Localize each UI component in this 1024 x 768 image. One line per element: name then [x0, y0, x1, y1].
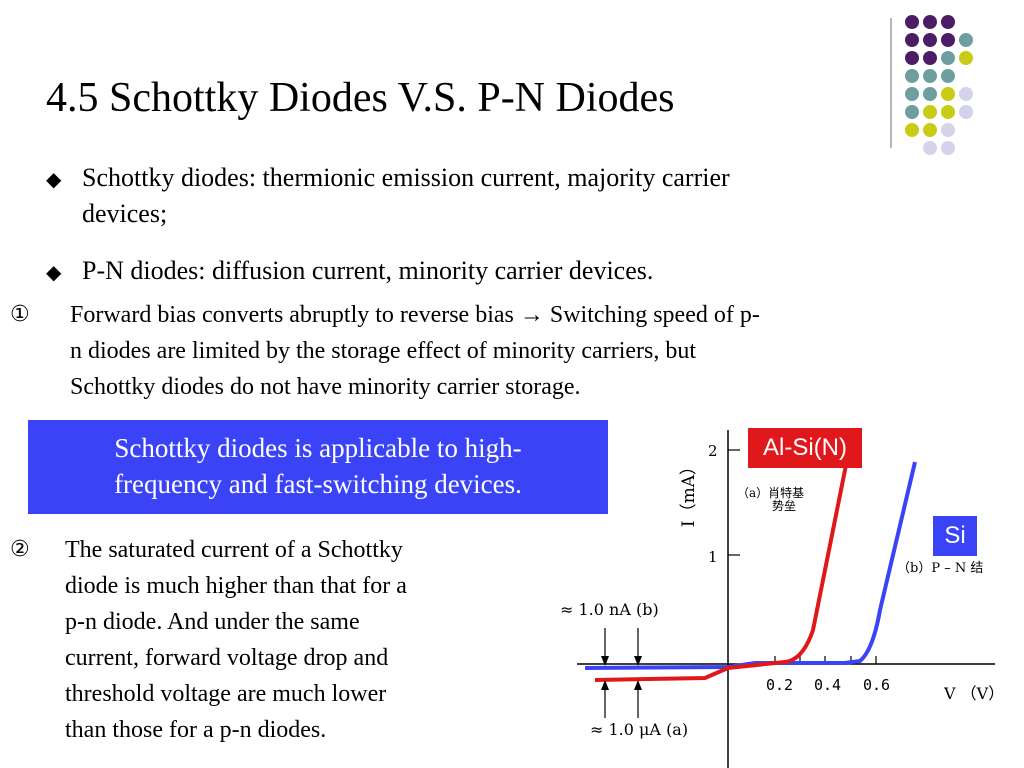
decor-dot	[923, 33, 937, 47]
highlight-line: Schottky diodes is applicable to high-	[114, 433, 522, 463]
curve-pn	[584, 461, 917, 670]
arrow-head-icon	[634, 656, 642, 666]
arrow-head-icon	[634, 680, 642, 690]
bullet-line: Schottky diodes: thermionic emission cur…	[82, 163, 730, 192]
highlight-box: Schottky diodes is applicable to high- f…	[28, 420, 608, 514]
x-tick-label: 0.2	[766, 676, 794, 694]
decor-dot	[923, 51, 937, 65]
decor-dot	[941, 15, 955, 29]
y-axis-label: I（mA）	[679, 457, 700, 528]
x-tick-label: 0.4	[814, 676, 842, 694]
item-2-line: p-n diode. And under the same	[65, 609, 360, 635]
item-2-line: threshold voltage are much lower	[65, 681, 387, 707]
decor-dots	[905, 15, 1015, 165]
decor-dot	[941, 33, 955, 47]
x-axis-label: V （V）	[944, 684, 1005, 703]
highlight-line: frequency and fast-switching devices.	[114, 469, 522, 499]
item-1-line: n diodes are limited by the storage effe…	[70, 338, 697, 364]
arrow-head-icon	[601, 680, 609, 690]
decor-dot	[923, 87, 937, 101]
decor-dot	[905, 105, 919, 119]
pn-label: Si	[933, 516, 977, 556]
circled-number: ②	[10, 537, 30, 562]
decor-dot	[923, 123, 937, 137]
decor-dot	[941, 69, 955, 83]
page-title: 4.5 Schottky Diodes V.S. P-N Diodes	[46, 75, 675, 121]
decor-dot	[923, 105, 937, 119]
sat-current-a: ≈ 1.0 μA (a)	[590, 720, 689, 739]
item-2-line: diode is much higher than that for a	[65, 573, 407, 599]
sat-current-b: ≈ 1.0 nA (b)	[560, 600, 659, 619]
bullet-line: devices;	[82, 199, 168, 228]
bullet-line: P-N diodes: diffusion current, minority …	[82, 256, 654, 285]
y-tick-label: 2	[708, 442, 718, 460]
item-1-line: Forward bias converts abruptly to revers…	[70, 302, 760, 328]
decor-dot	[905, 33, 919, 47]
y-tick-label: 1	[708, 548, 718, 566]
schottky-label: Al-Si(N)	[748, 428, 862, 468]
diamond-icon: ◆	[46, 169, 62, 191]
diamond-icon: ◆	[46, 262, 62, 284]
decor-dot	[905, 69, 919, 83]
arrow-head-icon	[601, 656, 609, 666]
decor-dot	[923, 69, 937, 83]
decor-dot	[941, 141, 955, 155]
decor-dot	[905, 87, 919, 101]
decor-dot	[941, 105, 955, 119]
curve-a-label2: 势垒	[772, 499, 797, 513]
curve-a-label: （a）肖特基	[737, 486, 805, 500]
decor-dot	[959, 105, 973, 119]
curve-b-label: （b）P – N 结	[897, 561, 984, 576]
iv-graph-svg	[577, 430, 995, 768]
decor-dot	[905, 15, 919, 29]
item-2-line: The saturated current of a Schottky	[65, 537, 403, 563]
item-2-line: current, forward voltage drop and	[65, 645, 389, 671]
iv-graph	[555, 410, 1024, 768]
decor-dot	[959, 51, 973, 65]
circled-number: ①	[10, 302, 30, 327]
decor-dot	[941, 51, 955, 65]
decor-dot	[905, 51, 919, 65]
x-tick-label: 0.6	[863, 676, 891, 694]
decor-dot	[959, 87, 973, 101]
decor-dot	[923, 141, 937, 155]
decor-divider	[890, 18, 892, 148]
decor-dot	[941, 123, 955, 137]
curve-schottky	[594, 439, 853, 682]
decor-dot	[905, 123, 919, 137]
item-2-line: than those for a p-n diodes.	[65, 717, 327, 743]
item-1-line: Schottky diodes do not have minority car…	[70, 374, 581, 400]
decor-dot	[923, 15, 937, 29]
decor-dot	[959, 33, 973, 47]
decor-dot	[941, 87, 955, 101]
